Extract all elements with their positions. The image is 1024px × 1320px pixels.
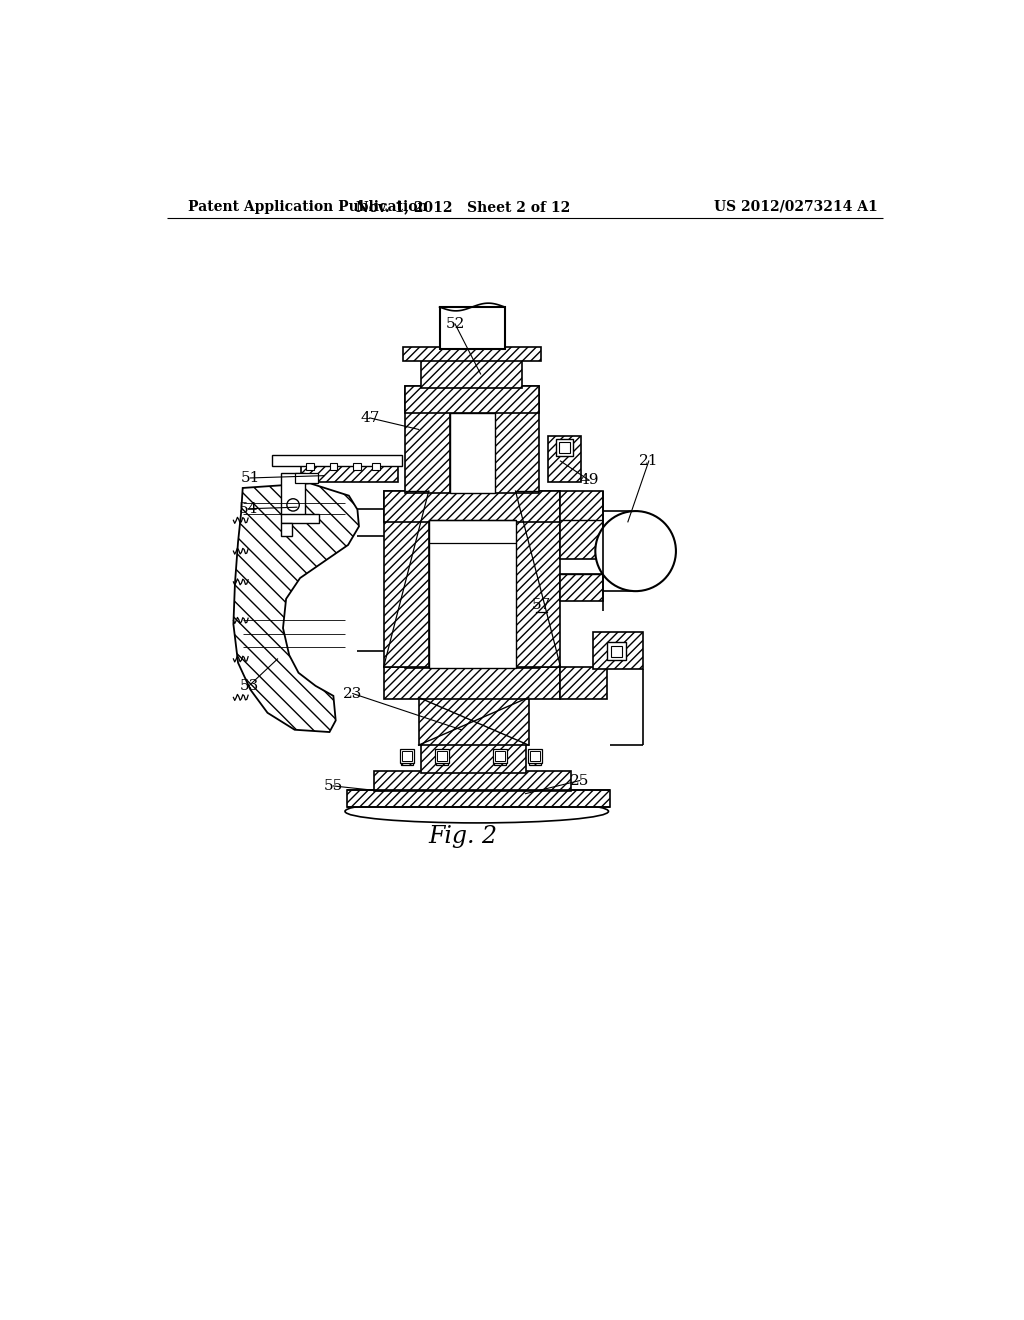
Text: US 2012/0273214 A1: US 2012/0273214 A1 [714, 199, 878, 214]
Bar [493, 748, 507, 763]
Bar [560, 667, 607, 700]
Text: 54: 54 [239, 502, 258, 516]
Bar [372, 462, 380, 470]
Bar [282, 515, 318, 524]
Bar [560, 491, 603, 558]
Bar [437, 751, 446, 760]
Text: Nov. 1, 2012   Sheet 2 of 12: Nov. 1, 2012 Sheet 2 of 12 [355, 199, 570, 214]
Bar [439, 308, 505, 348]
Text: 25: 25 [570, 774, 590, 788]
Bar [429, 520, 515, 668]
Bar [272, 455, 402, 466]
Bar [556, 438, 572, 455]
Bar [400, 748, 414, 763]
Text: Fig. 2: Fig. 2 [428, 825, 498, 847]
Circle shape [595, 511, 676, 591]
Text: 53: 53 [240, 678, 258, 693]
Bar [406, 385, 539, 412]
Text: 52: 52 [445, 317, 465, 331]
Bar [530, 751, 540, 760]
Bar [435, 748, 449, 763]
Bar [496, 385, 539, 494]
Bar [515, 491, 560, 667]
Bar [384, 491, 429, 667]
Text: 49: 49 [580, 474, 599, 487]
Bar [346, 789, 610, 807]
Ellipse shape [345, 800, 608, 822]
Bar [419, 697, 528, 744]
Bar [282, 473, 305, 515]
Bar [451, 413, 496, 494]
Bar [593, 632, 643, 669]
Bar [301, 463, 397, 482]
Text: 55: 55 [324, 779, 343, 793]
Text: 57: 57 [531, 598, 551, 612]
Bar [282, 523, 292, 536]
Circle shape [287, 499, 299, 511]
Bar [306, 462, 314, 470]
Text: Patent Application Publication: Patent Application Publication [188, 199, 428, 214]
Bar [421, 359, 521, 388]
Bar [611, 645, 622, 656]
Bar [559, 442, 569, 453]
Text: 47: 47 [360, 411, 380, 425]
FancyBboxPatch shape [607, 642, 626, 660]
Text: 51: 51 [241, 471, 260, 484]
Bar [330, 462, 337, 470]
Bar [560, 574, 603, 601]
Bar [375, 771, 571, 792]
Bar [402, 751, 412, 760]
Bar [406, 385, 451, 494]
Text: 23: 23 [343, 686, 362, 701]
Text: 21: 21 [639, 454, 658, 469]
Bar [400, 750, 414, 766]
Bar [406, 651, 539, 668]
Polygon shape [233, 483, 359, 733]
Bar [528, 750, 541, 766]
Bar [384, 667, 560, 700]
Bar [435, 750, 449, 766]
Bar [528, 748, 542, 763]
Bar [295, 473, 317, 483]
Bar [548, 436, 581, 482]
Bar [403, 347, 541, 360]
Bar [421, 743, 525, 774]
Bar [494, 750, 506, 766]
Bar [496, 751, 505, 760]
Bar [352, 462, 360, 470]
Bar [384, 491, 560, 521]
